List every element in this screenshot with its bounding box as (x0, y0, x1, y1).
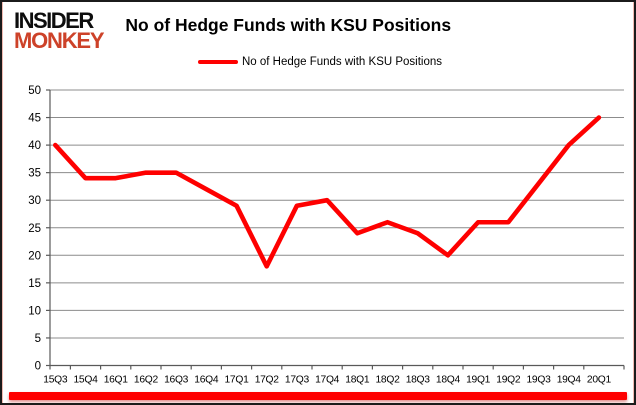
header: INSIDER MONKEY No of Hedge Funds with KS… (14, 8, 452, 54)
y-tick-label: 5 (35, 333, 41, 345)
y-tick-label: 45 (28, 113, 41, 125)
legend: No of Hedge Funds with KSU Positions (2, 56, 634, 68)
series-line (52, 115, 602, 269)
x-tick-label: 19Q4 (557, 375, 582, 386)
y-tick-label: 35 (28, 168, 41, 180)
y-tick-label: 30 (28, 195, 41, 207)
logo-text-insider: INSIDER (14, 8, 94, 33)
x-tick-label: 19Q2 (496, 375, 521, 386)
x-tick-label: 18Q2 (376, 375, 401, 386)
x-tick-label: 18Q3 (406, 375, 431, 386)
y-tick-label: 10 (28, 305, 41, 317)
x-tick-label: 17Q3 (285, 375, 310, 386)
insider-monkey-logo: INSIDER MONKEY (14, 8, 105, 54)
x-tick-label: 17Q1 (225, 375, 250, 386)
x-tick-label: 18Q4 (436, 375, 461, 386)
x-tick-label: 20Q1 (587, 375, 612, 386)
x-tick-label: 15Q3 (43, 375, 68, 386)
legend-line-swatch (197, 60, 238, 64)
chart-title: No of Hedge Funds with KSU Positions (125, 15, 452, 35)
x-tick-label: 16Q1 (104, 375, 129, 386)
x-tick-label: 16Q2 (134, 375, 159, 386)
y-tick-label: 50 (28, 85, 41, 97)
legend-label: No of Hedge Funds with KSU Positions (241, 56, 443, 68)
x-tick-label: 17Q2 (255, 375, 280, 386)
x-tick-label: 18Q1 (345, 375, 370, 386)
x-tick-label: 15Q4 (74, 375, 99, 386)
x-tick-label: 19Q3 (527, 375, 552, 386)
y-tick-label: 15 (28, 278, 41, 290)
x-tick-label: 16Q3 (164, 375, 189, 386)
bottom-red-bar (9, 392, 627, 400)
y-tick-label: 0 (35, 361, 41, 373)
y-tick-label: 40 (28, 140, 41, 152)
x-tick-label: 16Q4 (194, 375, 219, 386)
x-tick-label: 17Q4 (315, 375, 340, 386)
x-tick-label: 19Q1 (466, 375, 491, 386)
y-tick-label: 25 (28, 223, 41, 235)
y-tick-label: 20 (28, 250, 41, 262)
logo-text-monkey: MONKEY (14, 28, 105, 54)
